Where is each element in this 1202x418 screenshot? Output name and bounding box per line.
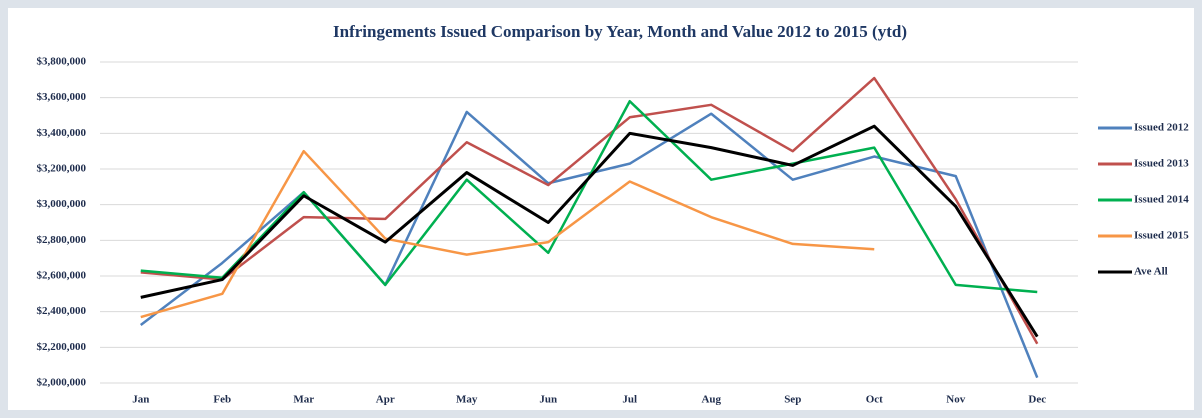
series-line xyxy=(140,124,1039,338)
y-tick-label: $3,600,000 xyxy=(37,91,87,103)
y-tick-label: $2,400,000 xyxy=(37,305,87,317)
x-tick-label: Sep xyxy=(784,394,801,406)
x-tick-label: May xyxy=(456,394,478,406)
series-line xyxy=(140,76,1039,345)
y-tick-label: $2,000,000 xyxy=(37,377,87,389)
chart-area xyxy=(8,8,1194,410)
x-tick-label: Apr xyxy=(376,394,395,406)
x-tick-label: Oct xyxy=(866,394,883,406)
y-tick-label: $2,600,000 xyxy=(37,270,87,282)
x-tick-label: Jan xyxy=(132,394,149,406)
y-tick-label: $3,000,000 xyxy=(37,198,87,210)
legend-label: Issued 2013 xyxy=(1134,158,1189,170)
chart-title: Infringements Issued Comparison by Year,… xyxy=(333,22,907,41)
x-tick-label: Feb xyxy=(213,394,231,406)
x-tick-label: Jun xyxy=(539,394,557,406)
legend-label: Ave All xyxy=(1134,266,1168,278)
x-tick-label: Dec xyxy=(1028,394,1046,406)
y-tick-label: $3,800,000 xyxy=(37,56,87,68)
legend-label: Issued 2015 xyxy=(1134,230,1189,242)
x-tick-label: Mar xyxy=(293,394,314,406)
y-tick-label: $2,200,000 xyxy=(37,341,87,353)
x-tick-label: Jul xyxy=(622,394,637,406)
series-line xyxy=(140,149,875,319)
y-tick-label: $3,200,000 xyxy=(37,163,87,175)
y-tick-label: $3,400,000 xyxy=(37,127,87,139)
series-line xyxy=(139,110,1039,379)
x-tick-label: Aug xyxy=(701,394,721,406)
x-tick-label: Nov xyxy=(946,394,965,406)
legend-label: Issued 2012 xyxy=(1134,122,1189,134)
y-tick-label: $2,800,000 xyxy=(37,234,87,246)
legend-label: Issued 2014 xyxy=(1134,194,1189,206)
